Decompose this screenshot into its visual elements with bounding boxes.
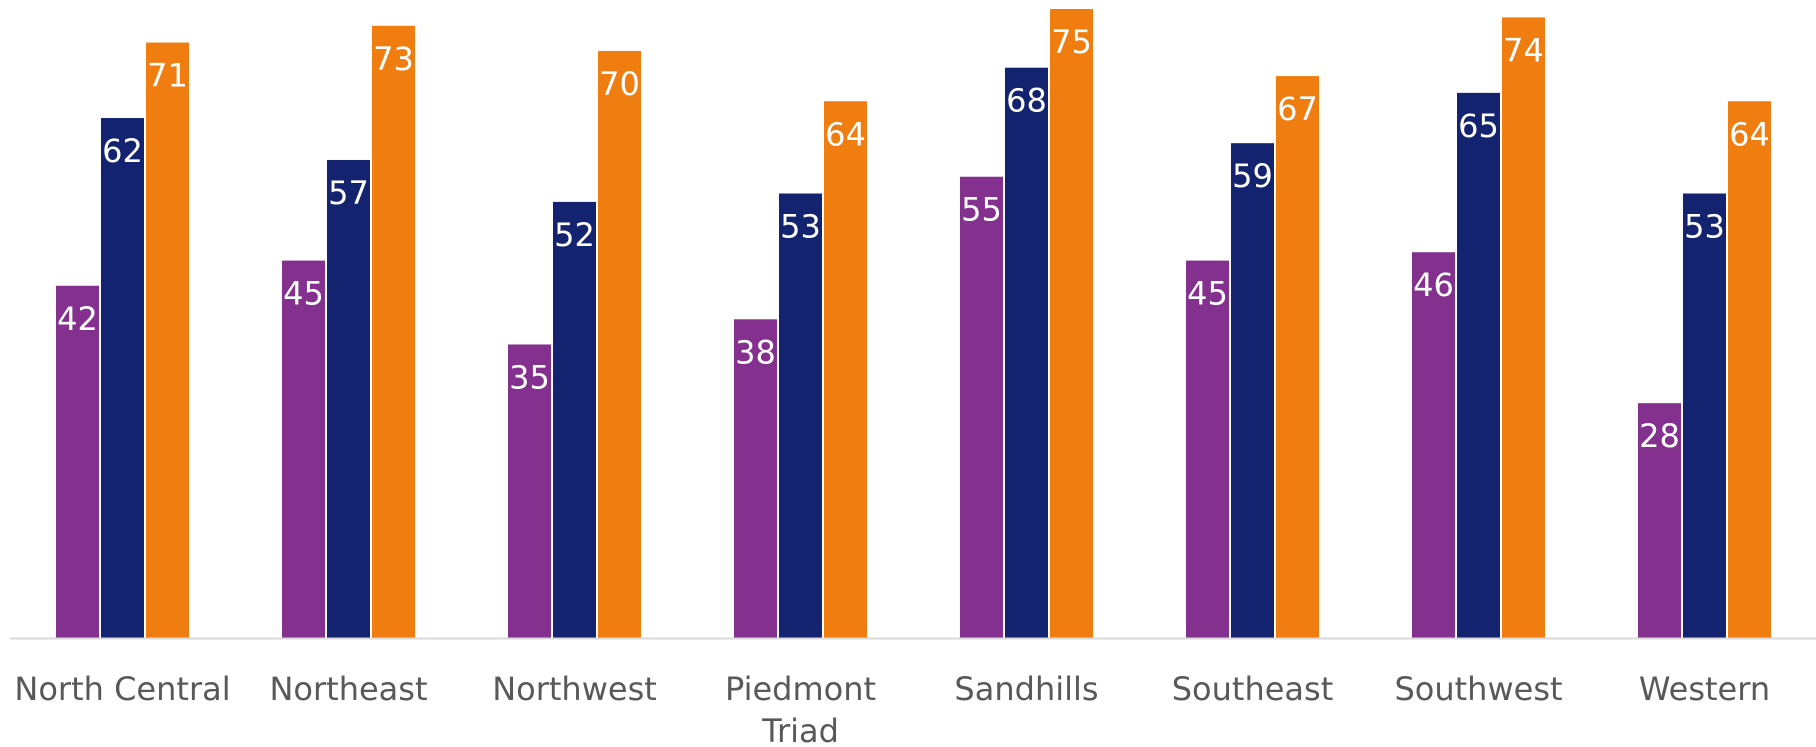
bar-2-series-0 (508, 344, 551, 638)
data-label-1-series-2: 73 (373, 40, 414, 78)
data-label-3-series-2: 64 (825, 115, 866, 153)
bars-layer (56, 9, 1771, 639)
category-label-line: Northeast (269, 670, 427, 708)
category-label-line: Southeast (1172, 670, 1334, 708)
category-label-line: North Central (14, 670, 230, 708)
bar-2-series-1 (553, 201, 596, 639)
data-label-4-series-0: 55 (961, 191, 1002, 229)
data-label-5-series-0: 45 (1187, 275, 1228, 313)
bar-3-series-0 (734, 319, 777, 638)
bar-4-series-2 (1050, 9, 1093, 638)
bar-3-series-1 (779, 193, 822, 639)
category-label-1: Northeast (269, 670, 427, 708)
bar-6-series-2 (1502, 17, 1545, 639)
category-labels-layer: North Central Northeast Northwest Piedmont T… (14, 670, 1770, 747)
data-label-1-series-1: 57 (328, 174, 369, 212)
data-label-6-series-1: 65 (1458, 107, 1499, 145)
bar-7-series-1 (1683, 193, 1726, 639)
bar-7-series-2 (1728, 101, 1771, 638)
data-label-4-series-1: 68 (1006, 82, 1047, 120)
data-label-7-series-0: 28 (1639, 417, 1680, 455)
bar-0-series-2 (146, 42, 189, 638)
data-label-0-series-1: 62 (102, 132, 143, 170)
category-label-5: Southeast (1172, 670, 1334, 708)
data-label-1-series-0: 45 (283, 275, 324, 313)
data-label-0-series-0: 42 (57, 300, 98, 338)
category-label-line: Piedmont (725, 670, 876, 708)
category-label-line: Western (1639, 670, 1770, 708)
bar-2-series-2 (598, 50, 641, 638)
data-label-2-series-1: 52 (554, 216, 595, 254)
data-label-7-series-2: 64 (1729, 115, 1770, 153)
category-label-0: North Central (14, 670, 230, 708)
bar-1-series-0 (282, 260, 325, 638)
category-label-line: Triad (761, 712, 839, 747)
bar-5-series-2 (1276, 76, 1319, 639)
data-label-7-series-1: 53 (1684, 208, 1725, 246)
data-label-0-series-2: 71 (147, 57, 188, 95)
category-label-line: Northwest (492, 670, 657, 708)
data-label-5-series-2: 67 (1277, 90, 1318, 128)
data-label-4-series-2: 75 (1051, 23, 1092, 61)
category-label-2: Northwest (492, 670, 657, 708)
bar-0-series-0 (56, 285, 99, 638)
bar-6-series-0 (1412, 252, 1455, 639)
category-label-line: Southwest (1394, 670, 1562, 708)
bar-1-series-1 (327, 159, 370, 638)
bar-6-series-1 (1457, 92, 1500, 638)
bar-4-series-1 (1005, 67, 1048, 638)
category-label-7: Western (1639, 670, 1770, 708)
bar-1-series-2 (372, 25, 415, 639)
bar-5-series-1 (1231, 143, 1274, 639)
category-label-line: Sandhills (954, 670, 1098, 708)
data-label-2-series-0: 35 (509, 358, 550, 396)
bar-7-series-0 (1638, 403, 1681, 638)
bar-5-series-0 (1186, 260, 1229, 638)
data-label-3-series-0: 38 (735, 333, 776, 371)
category-label-3: Piedmont Triad (725, 670, 876, 747)
bar-0-series-1 (101, 118, 144, 638)
bar-4-series-0 (960, 176, 1003, 638)
data-label-6-series-2: 74 (1503, 31, 1544, 69)
bar-3-series-2 (824, 101, 867, 638)
data-label-2-series-2: 70 (599, 65, 640, 103)
category-label-4: Sandhills (954, 670, 1098, 708)
category-label-6: Southwest (1394, 670, 1562, 708)
data-label-5-series-1: 59 (1232, 157, 1273, 195)
data-label-3-series-1: 53 (780, 208, 821, 246)
data-label-6-series-0: 46 (1413, 266, 1454, 304)
